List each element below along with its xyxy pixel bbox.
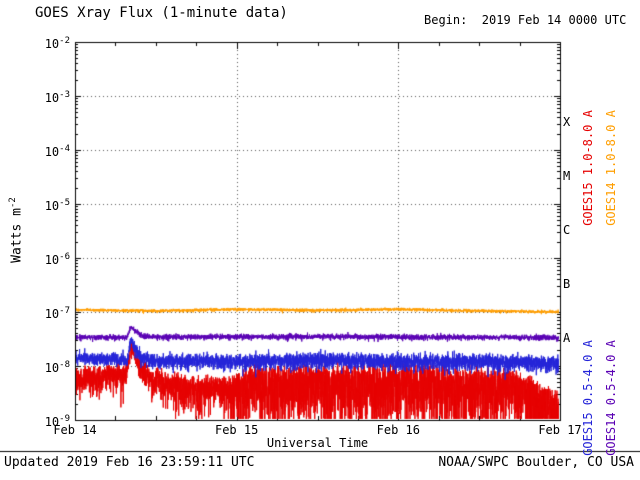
updated-timestamp: Updated 2019 Feb 16 23:59:11 UTC	[4, 455, 255, 470]
flare-class-label: X	[563, 115, 571, 129]
x-axis-label: Universal Time	[266, 436, 369, 450]
series-legend-label: GOES14 1.0-8.0 A	[604, 110, 618, 226]
flare-class-label: B	[563, 277, 571, 291]
flare-class-label: C	[563, 223, 571, 237]
exponent: -6	[59, 252, 70, 262]
exponent: -7	[59, 306, 70, 316]
begin-timestamp-label: Begin: 2019 Feb 14 0000 UTC	[424, 13, 627, 27]
y-tick-label: 10-7	[44, 306, 70, 321]
y-tick-label: 10-4	[44, 144, 70, 159]
exponent: -8	[59, 360, 70, 370]
chart-title: GOES Xray Flux (1-minute data)	[35, 5, 288, 21]
x-tick-label: Feb 14	[53, 423, 97, 437]
source-credit: NOAA/SWPC Boulder, CO USA	[438, 455, 634, 470]
exponent: -4	[59, 144, 70, 154]
flare-class-label: A	[563, 331, 571, 345]
exponent: -5	[59, 198, 70, 208]
series-legend-label: GOES15 1.0-8.0 A	[581, 110, 595, 226]
y-tick-label: 10-6	[44, 252, 70, 267]
exponent: -3	[59, 90, 70, 100]
x-tick-label: Feb 15	[214, 423, 259, 437]
x-tick-label: Feb 17	[538, 423, 582, 437]
y-axis-label: Watts m-2	[8, 197, 25, 263]
exponent: -2	[59, 36, 70, 46]
y-tick-label: 10-2	[44, 36, 70, 51]
y-tick-label: 10-3	[44, 90, 70, 105]
x-tick-label: Feb 16	[376, 423, 420, 437]
exponent: -9	[59, 414, 70, 424]
flare-class-label: M	[563, 169, 571, 183]
y-tick-label: 10-8	[44, 360, 70, 375]
exponent: -2	[8, 197, 18, 209]
y-tick-label: 10-9	[44, 414, 70, 429]
y-tick-label: 10-5	[44, 198, 70, 213]
